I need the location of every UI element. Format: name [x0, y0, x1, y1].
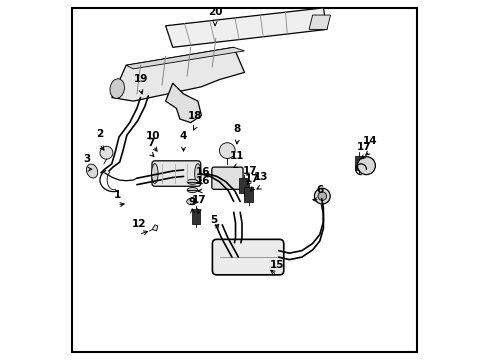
Text: 5: 5	[210, 215, 217, 225]
FancyBboxPatch shape	[211, 167, 243, 189]
Ellipse shape	[187, 179, 198, 184]
Text: 8: 8	[233, 124, 241, 134]
Ellipse shape	[187, 188, 198, 193]
Text: 16: 16	[196, 167, 210, 177]
Polygon shape	[165, 83, 201, 123]
Text: 17: 17	[244, 174, 259, 184]
Ellipse shape	[194, 164, 201, 183]
Ellipse shape	[86, 164, 98, 178]
Circle shape	[100, 146, 113, 159]
Polygon shape	[191, 210, 200, 224]
Ellipse shape	[151, 164, 158, 183]
Text: 9: 9	[188, 197, 196, 207]
Text: 15: 15	[269, 260, 284, 270]
Circle shape	[357, 157, 375, 175]
Text: 3: 3	[83, 154, 90, 164]
Text: 10: 10	[145, 131, 160, 141]
Text: 1: 1	[113, 190, 121, 200]
Text: 17: 17	[356, 142, 370, 152]
Text: 17: 17	[243, 166, 257, 176]
FancyBboxPatch shape	[212, 239, 283, 275]
Text: 4: 4	[180, 131, 187, 141]
Text: 12: 12	[131, 220, 145, 229]
Polygon shape	[126, 47, 244, 69]
Polygon shape	[239, 178, 247, 193]
Text: 13: 13	[253, 172, 267, 182]
Text: 6: 6	[316, 185, 323, 195]
Polygon shape	[354, 156, 363, 170]
Circle shape	[314, 188, 329, 204]
Text: 19: 19	[133, 73, 147, 84]
Polygon shape	[112, 47, 244, 101]
Text: 7: 7	[146, 138, 154, 148]
Polygon shape	[165, 8, 326, 47]
Text: 17: 17	[191, 195, 206, 206]
Text: 14: 14	[362, 136, 377, 146]
Polygon shape	[308, 15, 330, 30]
Ellipse shape	[186, 198, 196, 205]
FancyBboxPatch shape	[152, 161, 201, 186]
Text: 16: 16	[196, 176, 210, 186]
Text: 18: 18	[188, 111, 202, 121]
Circle shape	[317, 192, 326, 201]
Text: 20: 20	[207, 7, 222, 17]
Circle shape	[219, 143, 235, 158]
Polygon shape	[152, 225, 158, 231]
Ellipse shape	[110, 79, 124, 98]
Text: 11: 11	[230, 150, 244, 161]
Polygon shape	[244, 187, 253, 202]
Text: 2: 2	[96, 129, 102, 139]
